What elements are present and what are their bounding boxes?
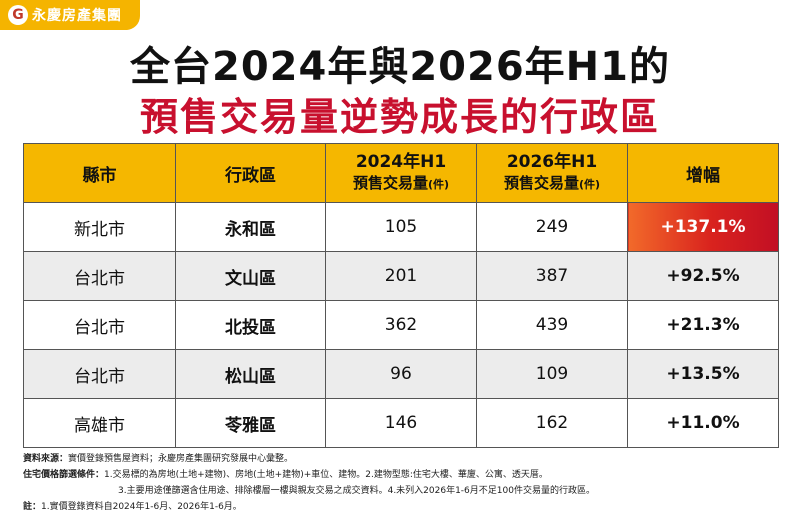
header-growth: 增幅 xyxy=(627,143,779,203)
cell-2024: 96 xyxy=(325,349,477,399)
cell-2024: 201 xyxy=(325,251,477,301)
cell-2026: 162 xyxy=(476,398,628,448)
cell-2026: 109 xyxy=(476,349,628,399)
cell-district: 松山區 xyxy=(175,349,326,399)
source-label: 資料來源： xyxy=(23,454,69,464)
remark-text: 1.實價登錄資料自2024年1-6月、2026年1-6月。 xyxy=(41,502,242,512)
page-subtitle: 預售交易量逆勢成長的行政區 xyxy=(139,95,660,139)
header-district: 行政區 xyxy=(175,143,326,203)
cell-county: 高雄市 xyxy=(23,398,176,448)
cell-growth: +92.5% xyxy=(627,251,779,301)
cell-district: 永和區 xyxy=(175,202,326,252)
header-2026-sub-text: 預售交易量 xyxy=(503,174,579,192)
header-2024: 2024年H1 預售交易量(件) xyxy=(325,143,477,203)
cell-growth: +13.5% xyxy=(627,349,779,399)
cell-district: 苓雅區 xyxy=(175,398,326,448)
cell-growth: +21.3% xyxy=(627,300,779,350)
table-row: 台北市 松山區 96 109 +13.5% xyxy=(23,349,779,399)
remark-label: 註： xyxy=(23,502,42,512)
cell-2026: 387 xyxy=(476,251,628,301)
footnotes: 資料來源：實價登錄預售屋資料；永慶房產集團研究發展中心彙整。 住宅價格篩選條件：… xyxy=(23,451,783,515)
cell-growth: +11.0% xyxy=(627,398,779,448)
cell-growth-highlight: +137.1% xyxy=(627,202,779,252)
criteria-line-1: 1.交易標的為房地(土地+建物)、房地(土地+建物)+車位、建物。2.建物型態:… xyxy=(104,470,548,480)
header-county: 縣市 xyxy=(23,143,176,203)
header-2026-main: 2026年H1 xyxy=(506,152,598,172)
data-table: 縣市 行政區 2024年H1 預售交易量(件) 2026年H1 預售交易量(件)… xyxy=(23,143,779,448)
cell-county: 新北市 xyxy=(23,202,176,252)
cell-district: 北投區 xyxy=(175,300,326,350)
table-row: 台北市 北投區 362 439 +21.3% xyxy=(23,300,779,350)
criteria-line-2: 3.主要用途僅篩選含住用途、排除樓層一樓與親友交易之成交資料。4.未列入2026… xyxy=(118,486,595,496)
header-2026-sub: 預售交易量(件) xyxy=(478,173,627,195)
header-2024-unit: (件) xyxy=(427,178,450,191)
source-text: 實價登錄預售屋資料；永慶房產集團研究發展中心彙整。 xyxy=(68,454,294,464)
header-2026: 2026年H1 預售交易量(件) xyxy=(476,143,628,203)
remark-note: 註：1.實價登錄資料自2024年1-6月、2026年1-6月。 xyxy=(23,499,783,515)
cell-2026: 249 xyxy=(476,202,628,252)
cell-county: 台北市 xyxy=(23,251,176,301)
cell-county: 台北市 xyxy=(23,349,176,399)
header-2024-sub: 預售交易量(件) xyxy=(327,173,476,195)
table-row: 台北市 文山區 201 387 +92.5% xyxy=(23,251,779,301)
source-note: 資料來源：實價登錄預售屋資料；永慶房產集團研究發展中心彙整。 xyxy=(23,451,783,467)
cell-2026: 439 xyxy=(476,300,628,350)
cell-county: 台北市 xyxy=(23,300,176,350)
cell-district: 文山區 xyxy=(175,251,326,301)
brand-logo: G 永慶房產集團 xyxy=(0,0,140,30)
table-row: 新北市 永和區 105 249 +137.1% xyxy=(23,202,779,252)
header-2026-unit: (件) xyxy=(578,178,601,191)
table-header-row: 縣市 行政區 2024年H1 預售交易量(件) 2026年H1 預售交易量(件)… xyxy=(23,143,779,203)
brand-logo-icon: G xyxy=(8,5,28,25)
cell-2024: 362 xyxy=(325,300,477,350)
brand-name: 永慶房產集團 xyxy=(32,8,122,24)
cell-2024: 146 xyxy=(325,398,477,448)
criteria-note: 住宅價格篩選條件：1.交易標的為房地(土地+建物)、房地(土地+建物)+車位、建… xyxy=(23,467,783,483)
cell-2024: 105 xyxy=(325,202,477,252)
page-title: 全台2024年與2026年H1的 xyxy=(130,44,670,90)
criteria-label: 住宅價格篩選條件： xyxy=(23,470,105,480)
header-2024-main: 2024年H1 xyxy=(355,152,447,172)
header-2024-sub-text: 預售交易量 xyxy=(352,174,428,192)
table-row: 高雄市 苓雅區 146 162 +11.0% xyxy=(23,398,779,448)
